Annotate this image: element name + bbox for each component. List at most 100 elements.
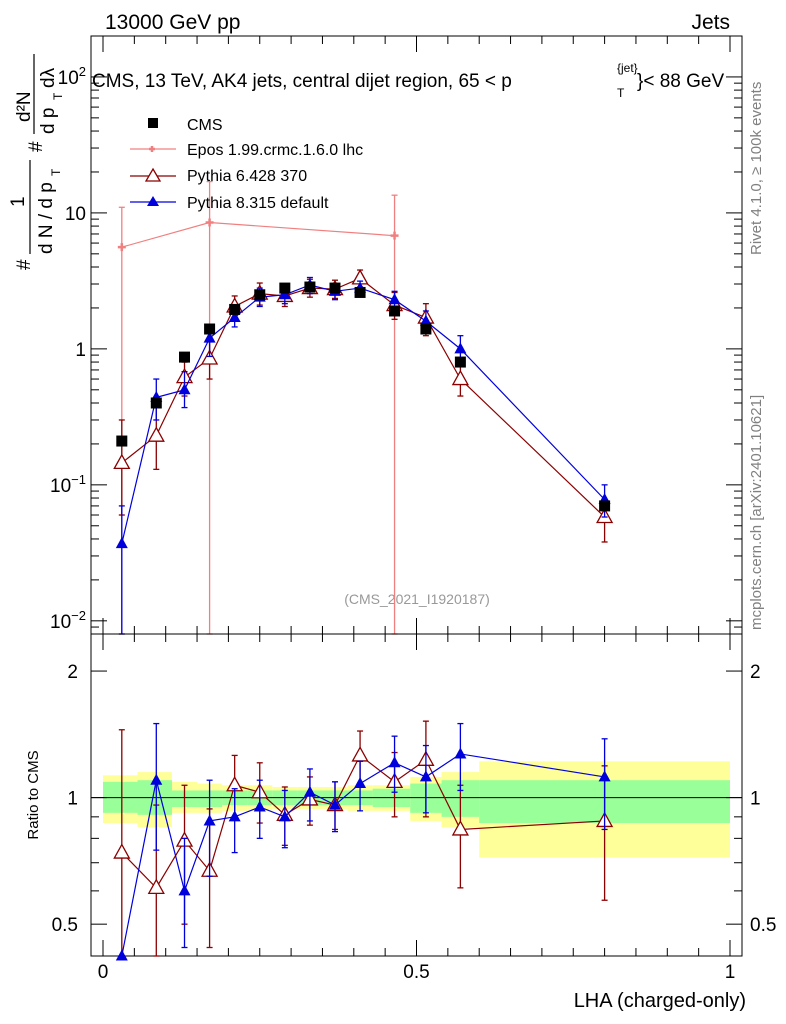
- epos-1-99-crmc-1-6-0-lhc-line: [121, 221, 395, 248]
- plot-title-end: }< 88 GeV: [637, 71, 724, 92]
- pythia-8-315-default-marker: [253, 800, 266, 812]
- ratio-series-group: [113, 720, 614, 961]
- pythia-8-315-default-marker: [354, 777, 367, 789]
- legend-entry-pythia8: Pythia 8.315 default: [130, 195, 329, 212]
- ylabel-hash: #: [14, 259, 35, 270]
- ylabel-sub-t2: T: [51, 92, 65, 100]
- pythia-6-428-370-marker: [147, 426, 165, 442]
- main-y-label: # 1 d N / d p T # d²N d p T dλ: [8, 54, 65, 270]
- pythia-6-428-370-marker: [147, 878, 165, 895]
- pythia-8-315-default-marker: [303, 785, 316, 797]
- pythia-8-315-default-marker: [278, 810, 291, 822]
- tick-base: 10: [50, 476, 71, 497]
- cms-marker: [254, 289, 266, 301]
- pythia-8-315-default-marker: [178, 884, 191, 896]
- ratio-y-ticks: 0.5 0.5 1 1 2 2: [52, 662, 777, 936]
- ratio-y-tick-label-left: 0.5: [52, 915, 78, 936]
- series-cms: [116, 281, 611, 512]
- pythia-6-428-370-marker: [200, 349, 219, 365]
- mcplots-label: mcplots.cern.ch [arXiv:2401.10621]: [748, 395, 765, 630]
- legend-label-epos: Epos 1.99.crmc.1.6.0 lhc: [187, 142, 363, 159]
- ylabel-dp: d p: [38, 108, 59, 134]
- main-series-group: [113, 180, 614, 635]
- epos-1-99-crmc-1-6-0-lhc-marker: [390, 231, 399, 240]
- pythia-8-315-default-marker: [115, 949, 128, 961]
- cms-marker: [204, 323, 216, 335]
- cms-marker: [599, 500, 611, 512]
- tick-exponent: −1: [71, 472, 86, 487]
- cms-marker: [389, 305, 401, 317]
- cms-marker: [329, 282, 341, 294]
- ratio-y-tick-label-left: 2: [67, 662, 78, 683]
- pythia-8-315-default-marker: [150, 773, 163, 785]
- pythia-6-428-370-marker: [451, 369, 469, 386]
- ylabel-d2n: d²N: [14, 91, 35, 122]
- pythia-8-315-default-marker: [203, 814, 216, 826]
- legend-entry-epos: Epos 1.99.crmc.1.6.0 lhc: [130, 142, 363, 159]
- pythia-8-315-default-marker: [419, 314, 432, 326]
- pythia-8-315-default-marker: [228, 311, 241, 323]
- cms-marker: [150, 397, 162, 409]
- plot-title-p: p: [501, 71, 512, 92]
- legend-entry-pythia6: Pythia 6.428 370: [130, 167, 307, 185]
- cms-marker: [279, 282, 291, 294]
- pythia-8-315-default-line: [121, 284, 606, 544]
- ratio-y-label: Ratio to CMS: [25, 750, 42, 839]
- tick-exponent: 2: [79, 64, 86, 79]
- plot-title: CMS, 13 TeV, AK4 jets, central dijet reg…: [92, 71, 512, 92]
- cms-marker: [420, 323, 432, 335]
- cms-marker: [116, 435, 128, 447]
- ylabel-dlam: dλ: [38, 67, 59, 88]
- cms-marker: [304, 281, 316, 293]
- pythia-8-315-default-marker: [178, 383, 191, 395]
- pythia-8-315-default-line: [121, 753, 605, 957]
- tick-exponent: −2: [71, 608, 86, 623]
- legend-marker-pythia6: [144, 167, 162, 182]
- pythia-8-315-default-marker: [454, 747, 467, 759]
- legend: CMS Epos 1.99.crmc.1.6.0 lhc Pythia 6.42…: [130, 117, 363, 212]
- pythia-8-315-default-marker: [203, 331, 216, 343]
- legend-marker-cms: [148, 118, 158, 128]
- main-x-ticks: [102, 36, 731, 634]
- tick-base: 10: [50, 612, 71, 633]
- pythia-6-428-370-marker: [351, 746, 369, 762]
- pythia-6-428-370-line: [121, 277, 606, 518]
- rivet-label: Rivet 4.1.0, ≥ 100k events: [748, 82, 765, 255]
- pythia-8-315-default-marker: [388, 756, 401, 768]
- pythia-8-315-default-marker: [598, 770, 611, 782]
- main-y-tick-label: 102: [58, 64, 86, 89]
- pythia-8-315-default-marker: [228, 810, 241, 822]
- watermark: (CMS_2021_I1920187): [344, 591, 490, 607]
- ylabel-hash2: #: [26, 141, 47, 152]
- series-pythia-6-428-370: [113, 269, 614, 543]
- pythia-8-315-default-marker: [115, 537, 128, 549]
- main-y-tick-label: 10−2: [50, 608, 86, 633]
- ratio-panel: 0.5 0.51 12 2 0 0.5 1: [52, 633, 777, 983]
- plot-title-sup: {jet}: [617, 61, 638, 75]
- pythia-8-315-default-marker: [419, 770, 432, 782]
- ratio-x-ticks: 0 0.5 1: [98, 634, 735, 983]
- legend-label-cms: CMS: [187, 117, 223, 134]
- ylabel-sub-t1: T: [49, 168, 63, 176]
- pythia-8-315-default-marker: [388, 293, 401, 305]
- ratio-y-tick-label-right: 0.5: [750, 915, 776, 936]
- legend-label-pythia6: Pythia 6.428 370: [187, 168, 307, 185]
- series-pythia-8-315-default: [115, 722, 611, 961]
- main-y-tick-label: 10−1: [50, 472, 86, 497]
- main-y-tick-label: 10: [65, 204, 86, 225]
- ratio-y-tick-label-right: 2: [750, 662, 761, 683]
- legend-label-pythia8: Pythia 8.315 default: [187, 195, 329, 212]
- main-y-tick-label: 1: [75, 340, 86, 361]
- legend-marker-pythia8: [147, 196, 159, 206]
- cms-marker: [179, 351, 191, 363]
- epos-1-99-crmc-1-6-0-lhc-marker: [205, 218, 214, 227]
- pythia-8-315-default-marker: [454, 342, 467, 354]
- cms-marker: [354, 286, 366, 298]
- pythia-6-428-370-marker: [113, 843, 131, 859]
- series-pythia-8-315-default: [115, 276, 611, 635]
- legend-marker-epos: [149, 146, 155, 152]
- pythia-6-428-370-marker: [113, 453, 131, 470]
- pythia-8-315-default-marker: [278, 288, 291, 300]
